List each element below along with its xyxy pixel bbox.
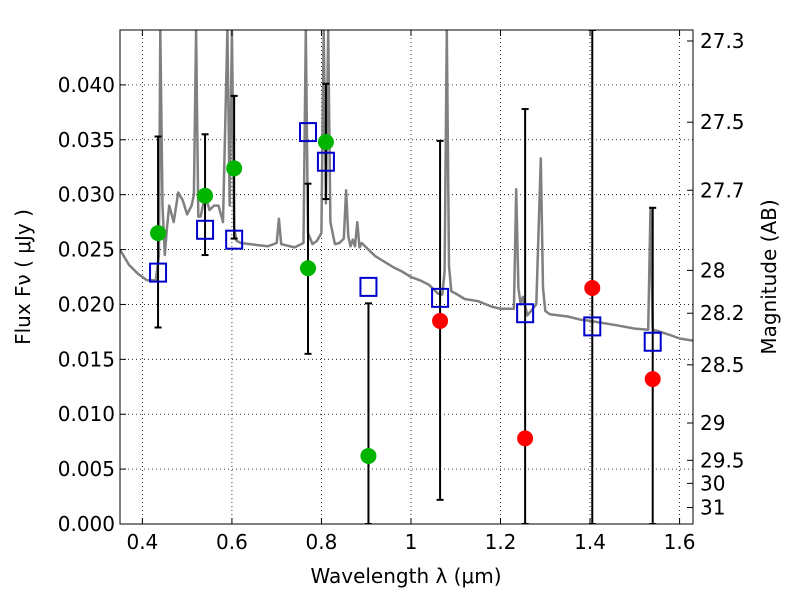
detected-flux-point [226,160,243,177]
upper-limit-flux-point [644,371,661,388]
model-photometry-point [299,122,318,143]
x-axis-label: Wavelength λ (μm) [310,564,501,588]
upper-limit-flux-point [517,430,534,447]
x-axis-ticks: 0.4 0.6 0.8 1 1.2 1.4 1.6 [126,30,695,554]
y-tick-label: 0.025 [58,238,115,262]
detected-flux-point [300,260,317,277]
magnitude-tick-label: 29.5 [700,448,745,472]
magnitude-tick-label: 27.5 [700,110,745,134]
upper-limit-flux-point [584,279,601,296]
model-photometry-layer [149,122,662,352]
model-photometry-point [431,287,450,308]
upper-limit-flux-point [432,312,449,329]
y-tick-label: 0.020 [58,292,115,316]
x-tick-label: 0.4 [126,530,158,554]
magnitude-axis-label: Magnitude (AB) [757,199,781,354]
y-tick-label: 0.030 [58,183,115,207]
magnitude-tick-label: 28 [700,258,725,282]
magnitude-tick-label: 30 [700,471,725,495]
x-tick-label: 1.4 [574,530,606,554]
y-tick-label: 0.040 [58,73,115,97]
magnitude-tick-label: 27.7 [700,178,745,202]
magnitude-tick-label: 28.2 [700,301,745,325]
y-tick-label: 0.035 [58,128,115,152]
model-photometry-point [196,219,215,240]
x-tick-label: 1 [405,530,418,554]
x-tick-label: 0.6 [216,530,248,554]
model-photometry-point [359,276,378,297]
y-axis-ticks: 0.000 0.005 0.010 0.015 0.020 0.025 0.030 0.035… [58,73,126,536]
model-photometry-point [149,262,168,283]
plot-frame [119,29,694,525]
model-photometry-point [316,151,335,172]
x-tick-label: 1.2 [485,530,517,554]
model-photometry-point [583,316,602,337]
y-axis-label: Flux Fν ( μJy ) [11,209,35,345]
x-tick-label: 0.8 [306,530,338,554]
detected-flux-point [360,447,377,464]
magnitude-tick-label: 27.3 [700,29,745,53]
magnitude-tick-label: 31 [700,496,725,520]
model-spectrum-line [120,30,693,342]
magnitude-tick-label: 28.5 [700,353,745,377]
model-photometry-point [516,303,535,324]
y-tick-label: 0.015 [58,347,115,371]
spectrum-layer [120,30,693,342]
x-tick-label: 1.6 [664,530,696,554]
y-tick-label: 0.005 [58,457,115,481]
detected-flux-point [197,187,214,204]
model-photometry-point [643,331,662,352]
model-photometry-point [225,229,244,250]
y-tick-label: 0.010 [58,402,115,426]
observed-flux-layer [150,133,661,464]
y-tick-label: 0.000 [58,512,115,536]
detected-flux-point [317,133,334,150]
magnitude-tick-label: 29 [700,411,725,435]
detected-flux-point [150,225,167,242]
